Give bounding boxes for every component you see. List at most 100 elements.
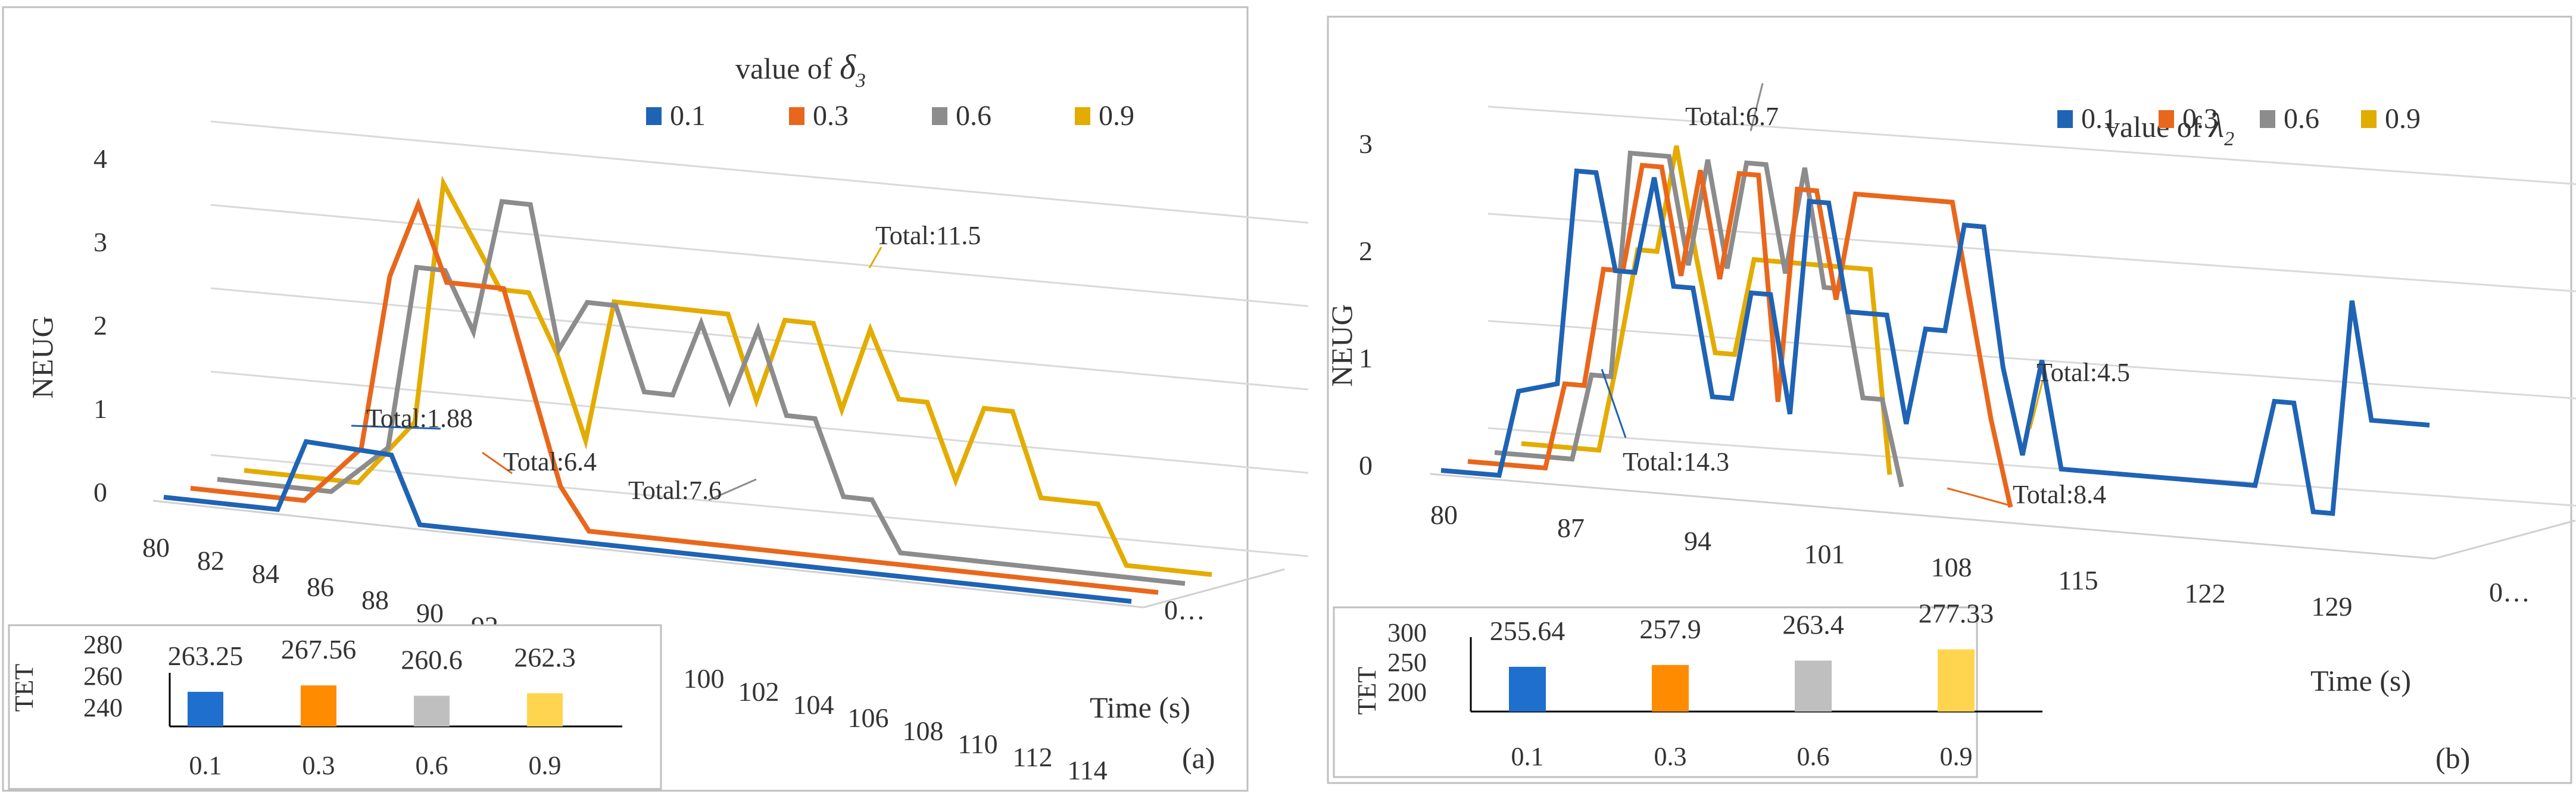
y-tick-label: 0 <box>1359 450 1373 481</box>
y-tick-label: 2 <box>1359 236 1373 266</box>
series-line-0-9 <box>244 175 1212 577</box>
y-tick-label: 1 <box>1359 343 1373 373</box>
tet-category-label: 0.1 <box>189 751 222 780</box>
tet-bar-0-3 <box>301 685 336 726</box>
tet-bar-value: 255.64 <box>1490 616 1565 646</box>
chart-title: value of δ3 <box>735 48 866 92</box>
y-tick-label: 2 <box>93 310 107 341</box>
panel-frame <box>1327 15 2572 784</box>
tet-bar-value: 267.56 <box>281 634 357 665</box>
total-callout-line <box>1749 83 1764 132</box>
panel-frame <box>2 6 1249 792</box>
floor-edge <box>152 500 1144 609</box>
gridlines <box>152 120 1308 609</box>
tet-bar-value: 260.6 <box>401 645 463 675</box>
tet-axis-label: TET <box>10 664 39 712</box>
total-label: Total:1.88 <box>366 404 473 433</box>
chart-panel-b: 0 1 2 3 NEUG 80 87 94 101 108 115 122 129 Time (s) 0… v… <box>1325 15 2576 784</box>
legend-label: 0.9 <box>1099 100 1134 132</box>
legend-swatch <box>2159 110 2174 128</box>
floor-depth-edge <box>2434 519 2576 560</box>
legend-swatch <box>932 107 947 125</box>
tet-category-label: 0.6 <box>1797 742 1830 771</box>
tet-category-label: 0.9 <box>1940 742 1973 771</box>
series-line-0-3 <box>1467 163 2013 508</box>
legend-swatch <box>2057 110 2073 128</box>
legend-label: 0.6 <box>2284 103 2319 135</box>
x-tick-label: 101 <box>1804 539 1845 569</box>
series-line-0-3 <box>190 197 1159 595</box>
gridline <box>210 120 1308 224</box>
total-callout-line <box>868 247 882 269</box>
x-tick-label: 88 <box>361 585 389 615</box>
series-line-0-1 <box>1440 168 2430 516</box>
tet-category-label: 0.3 <box>302 751 335 780</box>
tet-category-label: 0.3 <box>1654 742 1687 771</box>
tet-category-label: 0.9 <box>529 751 562 780</box>
x-tick-label: 115 <box>2058 565 2098 595</box>
y-tick-label: 3 <box>93 227 107 257</box>
legend-swatch <box>789 107 804 125</box>
tet-bar-0-3 <box>1652 665 1689 712</box>
total-callout-line <box>351 425 441 430</box>
tet-bar-value: 257.9 <box>1639 614 1701 644</box>
y-axis-label: NEUG <box>26 316 59 399</box>
tet-bar-value: 277.33 <box>1919 598 1994 629</box>
title-subscript: 2 <box>2224 128 2234 150</box>
x-tick-label: 114 <box>1067 755 1107 785</box>
tet-bar-0-1 <box>188 691 223 726</box>
total-label: Total:8.4 <box>2013 480 2106 509</box>
depth-axis-label: 0… <box>1164 595 1205 625</box>
total-label: Total:4.5 <box>2037 358 2130 387</box>
x-tick-label: 80 <box>1430 500 1458 530</box>
gridline <box>210 454 1308 557</box>
tet-y-tick: 240 <box>83 693 123 722</box>
tet-bar-value: 263.4 <box>1782 609 1844 639</box>
x-tick-label: 82 <box>197 545 224 576</box>
x-tick-label: 102 <box>738 676 779 707</box>
legend-label: 0.9 <box>2385 103 2421 135</box>
legend-swatch <box>2361 110 2377 128</box>
x-tick-label: 108 <box>1931 552 1972 582</box>
x-tick-label: 129 <box>2312 591 2353 622</box>
tet-y-tick: 250 <box>1387 648 1427 677</box>
total-label: Total:14.3 <box>1623 447 1729 476</box>
x-tick-label: 90 <box>416 598 444 628</box>
x-tick-label: 110 <box>958 729 997 759</box>
x-tick-label: 100 <box>684 663 725 694</box>
x-tick-label: 108 <box>903 716 944 746</box>
legend-label: 0.3 <box>2182 103 2218 135</box>
total-label: Total:7.6 <box>628 476 722 505</box>
tet-axis-label: TET <box>1352 667 1381 715</box>
total-callout-line <box>2029 380 2044 429</box>
title-prefix: value of <box>2105 110 2209 143</box>
title-subscript: 3 <box>855 70 866 92</box>
panel-label: (b) <box>2435 741 2470 775</box>
total-callout-line <box>482 451 513 475</box>
y-tick-label: 1 <box>93 394 107 424</box>
x-tick-label: 84 <box>252 559 279 589</box>
tet-y-tick: 200 <box>1387 678 1427 707</box>
tet-bar-value: 262.3 <box>514 642 576 672</box>
panel-label: (a) <box>1182 741 1215 775</box>
x-tick-label: 86 <box>307 572 334 602</box>
y-tick-label: 3 <box>1359 129 1373 159</box>
x-tick-label: 122 <box>2185 578 2226 609</box>
tet-bar-0-6 <box>1795 660 1832 712</box>
gridline <box>1487 320 2576 400</box>
series-line-0-6 <box>217 199 1186 586</box>
depth-axis-label: 0… <box>2489 577 2530 607</box>
total-callout-line <box>1947 487 2013 507</box>
x-tick-label: 94 <box>1684 526 1711 556</box>
floor-edge <box>1430 473 2435 560</box>
tet-category-label: 0.1 <box>1511 742 1544 771</box>
x-tick-label: 80 <box>142 532 170 563</box>
total-label: Total:6.7 <box>1685 102 1779 131</box>
tet-y-tick: 300 <box>1387 618 1427 647</box>
total-callout-line <box>708 478 757 501</box>
tet-y-tick: 260 <box>83 662 123 691</box>
x-tick-label: 112 <box>1012 742 1052 772</box>
x-axis-label: Time (s) <box>1090 691 1190 724</box>
chart-panel-a: 01234NEUG8082848688909294969810010210410… <box>2 6 1308 792</box>
